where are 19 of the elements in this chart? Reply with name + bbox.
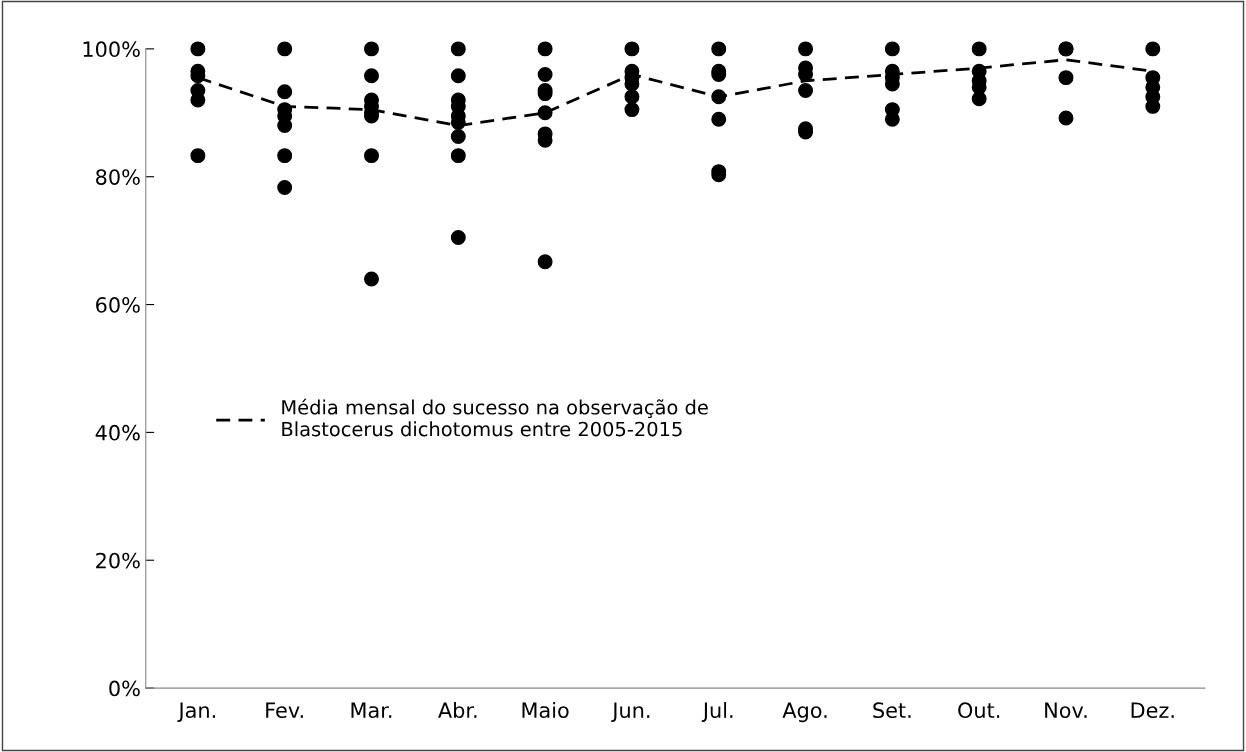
x-tick-label: Mar. bbox=[351, 702, 392, 719]
x-tick-label: Jun. bbox=[611, 702, 650, 722]
y-tick-label: 40% bbox=[95, 424, 140, 441]
legend-label: Média mensal do sucesso na observação de Blastocerus dichotomus entre 2005-2015 bbox=[282, 398, 708, 437]
y-tick-label: 100% bbox=[83, 41, 140, 58]
x-tick-label: Nov. bbox=[1045, 702, 1087, 719]
y-tick-label: 60% bbox=[96, 297, 140, 313]
x-tick-label: Dez. bbox=[1131, 702, 1174, 719]
x-tick-label: Jan. bbox=[177, 702, 215, 722]
x-tick-label: Set. bbox=[873, 702, 911, 719]
x-tick-label: Fev. bbox=[266, 702, 303, 719]
x-tick-label: Ago. bbox=[782, 702, 827, 723]
y-tick-label: 80% bbox=[96, 169, 140, 185]
x-tick-label: Out. bbox=[958, 702, 1000, 719]
y-tick-label: 20% bbox=[96, 552, 140, 569]
y-tick-label: 0% bbox=[109, 680, 140, 697]
x-tick-label: Maio bbox=[522, 701, 569, 719]
x-tick-label: Jul. bbox=[701, 701, 733, 722]
x-tick-label: Abr. bbox=[438, 701, 477, 719]
